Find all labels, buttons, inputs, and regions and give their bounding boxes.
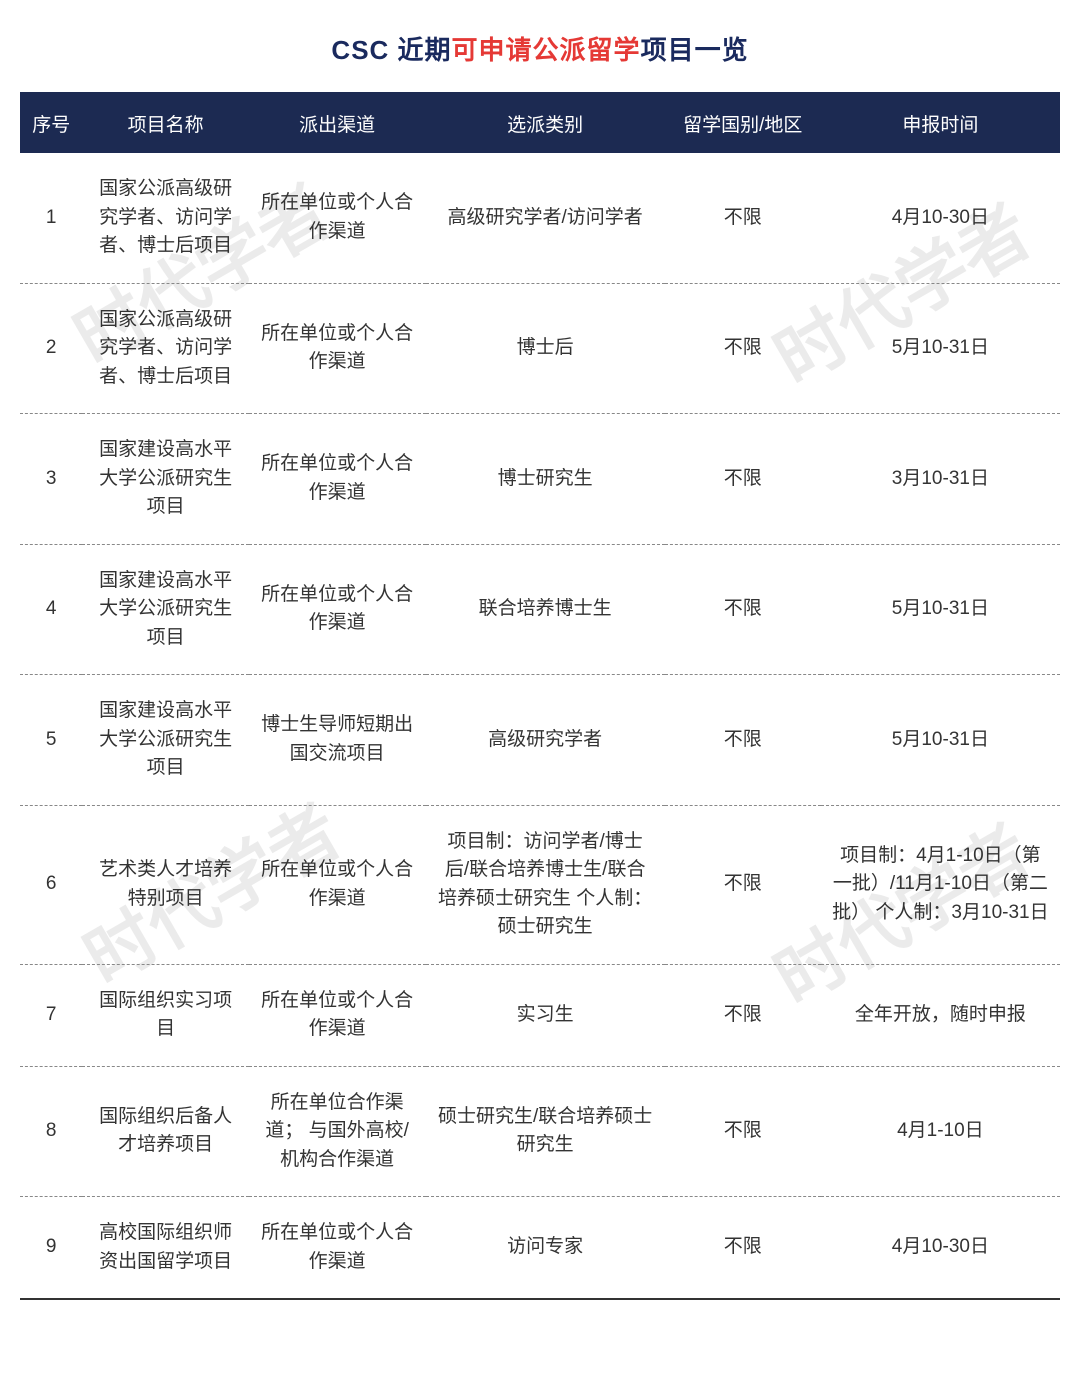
table-cell: 1: [20, 153, 82, 283]
table-cell: 所在单位或个人合作渠道: [249, 414, 426, 545]
table-cell: 国家建设高水平大学公派研究生项目: [82, 414, 248, 545]
table-cell: 国家建设高水平大学公派研究生项目: [82, 544, 248, 675]
table-cell: 博士生导师短期出国交流项目: [249, 675, 426, 806]
table-cell: 3月10-31日: [821, 414, 1060, 545]
table-cell: 5月10-31日: [821, 675, 1060, 806]
table-cell: 不限: [665, 414, 821, 545]
table-row: 4国家建设高水平大学公派研究生项目所在单位或个人合作渠道联合培养博士生不限5月1…: [20, 544, 1060, 675]
table-cell: 国际组织实习项目: [82, 964, 248, 1066]
table-cell: 高级研究学者/访问学者: [426, 153, 665, 283]
table-cell: 所在单位或个人合作渠道: [249, 805, 426, 964]
col-category: 选派类别: [426, 93, 665, 153]
table-cell: 5: [20, 675, 82, 806]
table-cell: 不限: [665, 675, 821, 806]
programs-table: 序号 项目名称 派出渠道 选派类别 留学国别/地区 申报时间 1国家公派高级研究…: [20, 92, 1060, 1300]
table-cell: 项目制：访问学者/博士后/联合培养博士生/联合培养硕士研究生 个人制：硕士研究生: [426, 805, 665, 964]
table-cell: 国家公派高级研究学者、访问学者、博士后项目: [82, 153, 248, 283]
table-row: 2国家公派高级研究学者、访问学者、博士后项目所在单位或个人合作渠道博士后不限5月…: [20, 283, 1060, 414]
table-cell: 3: [20, 414, 82, 545]
table-cell: 5月10-31日: [821, 283, 1060, 414]
table-cell: 8: [20, 1066, 82, 1197]
table-cell: 4月10-30日: [821, 1197, 1060, 1300]
col-index: 序号: [20, 93, 82, 153]
table-cell: 所在单位或个人合作渠道: [249, 283, 426, 414]
table-row: 9高校国际组织师资出国留学项目所在单位或个人合作渠道访问专家不限4月10-30日: [20, 1197, 1060, 1300]
table-row: 1国家公派高级研究学者、访问学者、博士后项目所在单位或个人合作渠道高级研究学者/…: [20, 153, 1060, 283]
table-cell: 所在单位或个人合作渠道: [249, 964, 426, 1066]
table-row: 3国家建设高水平大学公派研究生项目所在单位或个人合作渠道博士研究生不限3月10-…: [20, 414, 1060, 545]
col-region: 留学国别/地区: [665, 93, 821, 153]
table-cell: 5月10-31日: [821, 544, 1060, 675]
table-cell: 不限: [665, 153, 821, 283]
table-cell: 9: [20, 1197, 82, 1300]
table-row: 7国际组织实习项目所在单位或个人合作渠道实习生不限全年开放，随时申报: [20, 964, 1060, 1066]
table-cell: 不限: [665, 1066, 821, 1197]
table-header-row: 序号 项目名称 派出渠道 选派类别 留学国别/地区 申报时间: [20, 93, 1060, 153]
title-part-3: 项目一览: [641, 35, 749, 65]
table-row: 8国际组织后备人才培养项目所在单位合作渠道； 与国外高校/机构合作渠道硕士研究生…: [20, 1066, 1060, 1197]
table-cell: 艺术类人才培养特别项目: [82, 805, 248, 964]
table-cell: 所在单位或个人合作渠道: [249, 153, 426, 283]
table-cell: 不限: [665, 964, 821, 1066]
table-body: 1国家公派高级研究学者、访问学者、博士后项目所在单位或个人合作渠道高级研究学者/…: [20, 153, 1060, 1299]
table-cell: 7: [20, 964, 82, 1066]
table-cell: 不限: [665, 1197, 821, 1300]
table-cell: 不限: [665, 805, 821, 964]
table-cell: 高校国际组织师资出国留学项目: [82, 1197, 248, 1300]
table-cell: 4月10-30日: [821, 153, 1060, 283]
table-cell: 国家公派高级研究学者、访问学者、博士后项目: [82, 283, 248, 414]
table-cell: 4月1-10日: [821, 1066, 1060, 1197]
table-cell: 国家建设高水平大学公派研究生项目: [82, 675, 248, 806]
table-cell: 项目制：4月1-10日（第一批）/11月1-10日（第二批） 个人制：3月10-…: [821, 805, 1060, 964]
table-cell: 所在单位或个人合作渠道: [249, 544, 426, 675]
col-channel: 派出渠道: [249, 93, 426, 153]
table-cell: 联合培养博士生: [426, 544, 665, 675]
table-cell: 全年开放，随时申报: [821, 964, 1060, 1066]
table-cell: 访问专家: [426, 1197, 665, 1300]
table-cell: 不限: [665, 283, 821, 414]
table-cell: 硕士研究生/联合培养硕士研究生: [426, 1066, 665, 1197]
table-cell: 所在单位或个人合作渠道: [249, 1197, 426, 1300]
table-cell: 不限: [665, 544, 821, 675]
table-cell: 4: [20, 544, 82, 675]
table-cell: 所在单位合作渠道； 与国外高校/机构合作渠道: [249, 1066, 426, 1197]
col-time: 申报时间: [821, 93, 1060, 153]
page-title: CSC 近期可申请公派留学项目一览: [20, 30, 1060, 67]
title-part-2: 可申请公派留学: [452, 35, 641, 65]
table-row: 5国家建设高水平大学公派研究生项目博士生导师短期出国交流项目高级研究学者不限5月…: [20, 675, 1060, 806]
table-cell: 博士后: [426, 283, 665, 414]
table-cell: 实习生: [426, 964, 665, 1066]
table-cell: 高级研究学者: [426, 675, 665, 806]
table-cell: 博士研究生: [426, 414, 665, 545]
table-cell: 2: [20, 283, 82, 414]
col-name: 项目名称: [82, 93, 248, 153]
table-cell: 国际组织后备人才培养项目: [82, 1066, 248, 1197]
table-cell: 6: [20, 805, 82, 964]
table-row: 6艺术类人才培养特别项目所在单位或个人合作渠道项目制：访问学者/博士后/联合培养…: [20, 805, 1060, 964]
title-part-1: CSC 近期: [331, 35, 451, 65]
